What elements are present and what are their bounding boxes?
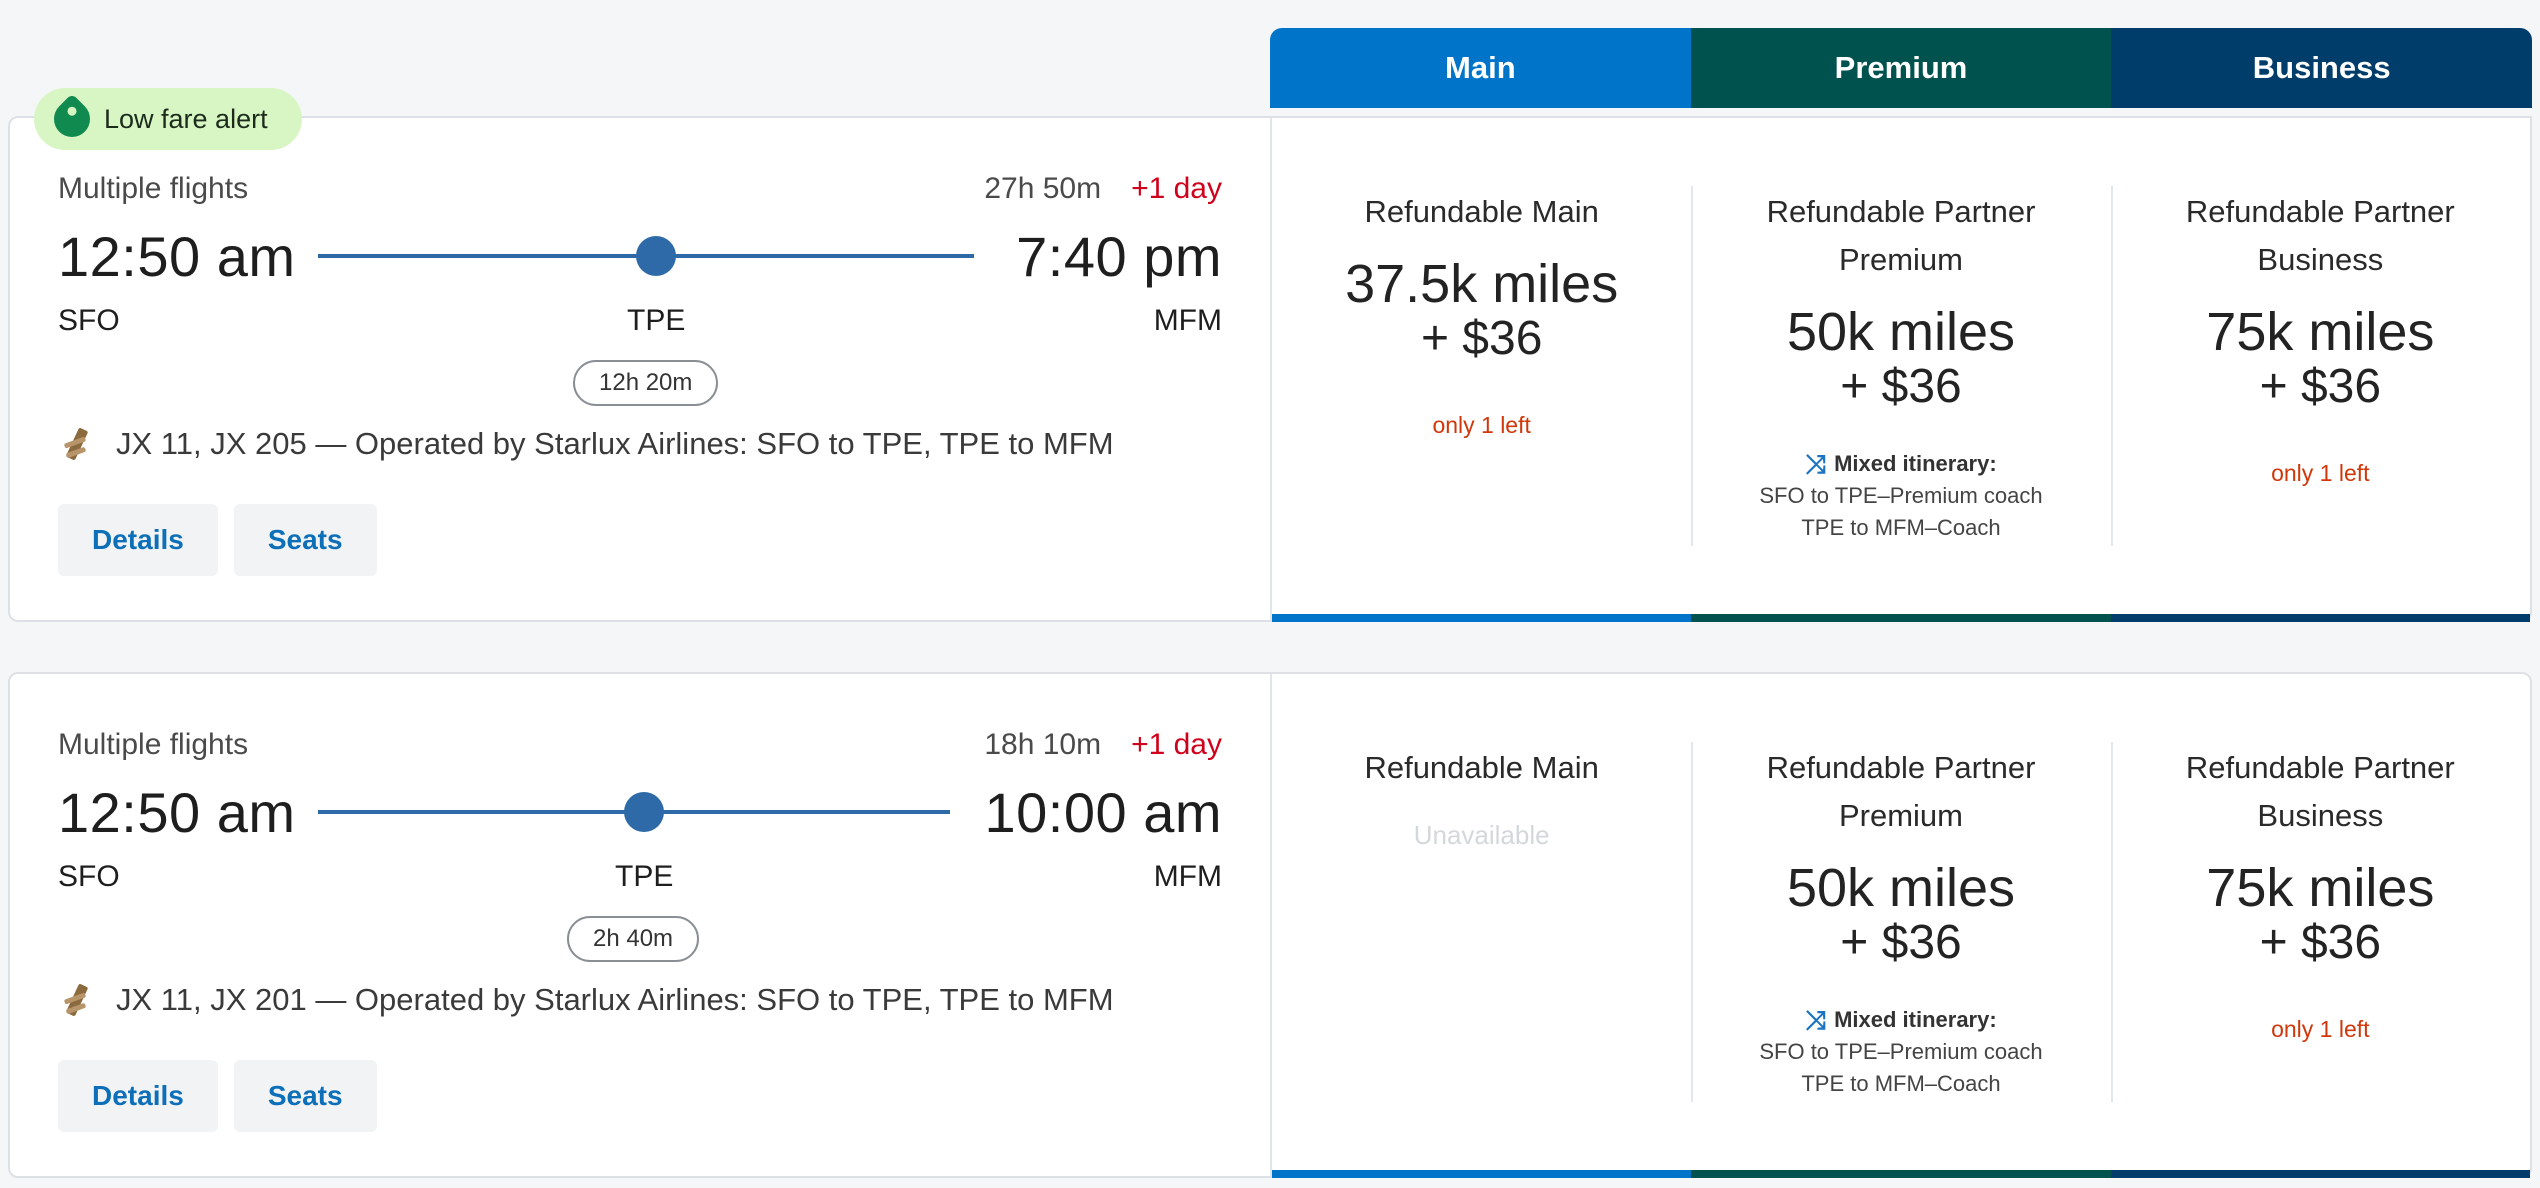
origin-airport: SFO (58, 304, 120, 337)
operated-text: JX 11, JX 201 — Operated by Starlux Airl… (116, 982, 1114, 1017)
fare-options: Refundable Main 37.5k miles + $36 only 1… (1272, 118, 2530, 622)
departure-time: 12:50 am (58, 224, 296, 288)
fare-tax: + $36 (1420, 312, 1543, 365)
fare-business[interactable]: Refundable Partner Business 75k miles + … (2110, 674, 2530, 1176)
fare-tax: + $36 (2259, 916, 2382, 969)
details-button[interactable]: Details (58, 1060, 218, 1132)
fare-business[interactable]: Refundable Partner Business 75k miles + … (2110, 118, 2530, 620)
fare-tax: + $36 (1840, 916, 1962, 969)
arrival-time: 10:00 am (984, 780, 1222, 844)
flight-info: Multiple flights 18h 10m +1 day 12:50 am… (10, 674, 1272, 1176)
stop-airport: TPE (627, 304, 686, 337)
fare-premium[interactable]: Refundable Partner Premium 50k miles + $… (1691, 118, 2110, 620)
layover-duration: 2h 40m (567, 916, 700, 962)
fare-color-bars (1272, 614, 2530, 622)
flight-info: Multiple flights 27h 50m +1 day 12:50 am… (10, 118, 1272, 620)
layover-duration: 12h 20m (573, 360, 719, 406)
mixed-itinerary: ⤨ Mixed itinerary: SFO to TPE–Premium co… (1759, 1004, 2042, 1100)
fare-miles: 50k miles (1786, 858, 2016, 918)
mixed-itinerary-line: SFO to TPE–Premium coach (1759, 483, 2043, 508)
fare-main: Refundable Main Unavailable (1272, 674, 1691, 1176)
details-button[interactable]: Details (58, 504, 218, 576)
operated-by: JX 11, JX 205 — Operated by Starlux Airl… (58, 424, 1114, 464)
operated-text: JX 11, JX 205 — Operated by Starlux Airl… (116, 426, 1114, 461)
seats-button[interactable]: Seats (233, 1060, 377, 1132)
mixed-itinerary-line: TPE to MFM–Coach (1801, 1071, 2001, 1096)
total-duration: 27h 50m (984, 172, 1102, 205)
mixed-itinerary-label: Mixed itinerary: (1834, 451, 1997, 476)
fare-title: Refundable Main (1364, 194, 1599, 229)
fare-tax: + $36 (2259, 360, 2382, 413)
total-duration: 18h 10m (984, 728, 1102, 761)
mixed-itinerary: ⤨ Mixed itinerary: SFO to TPE–Premium co… (1759, 448, 2042, 544)
seats-button[interactable]: Seats (233, 504, 377, 576)
seats-left: only 1 left (2271, 460, 2370, 486)
fare-miles: 75k miles (2206, 858, 2435, 918)
fare-miles: 37.5k miles (1345, 254, 1619, 314)
fare-options: Refundable Main Unavailable Refundable P… (1272, 674, 2530, 1178)
low-fare-alert-badge: Low fare alert (34, 88, 302, 150)
departure-time: 12:50 am (58, 780, 296, 844)
fare-title: Refundable Partner Premium (1766, 750, 2036, 833)
stop-dot (624, 792, 664, 832)
fare-premium[interactable]: Refundable Partner Premium 50k miles + $… (1691, 674, 2110, 1176)
cabin-tab-premium[interactable]: Premium (1690, 28, 2112, 108)
fare-tax: + $36 (1840, 360, 1962, 413)
fare-title: Refundable Partner Business (2185, 194, 2455, 277)
operated-by: JX 11, JX 201 — Operated by Starlux Airl… (58, 980, 1114, 1020)
fare-color-bars (1272, 1170, 2530, 1178)
stop-dot (636, 236, 676, 276)
flight-type: Multiple flights (58, 172, 249, 205)
plus-day-indicator: +1 day (1131, 728, 1222, 761)
flight-card-1: Multiple flights 27h 50m +1 day 12:50 am… (8, 116, 2532, 622)
cabin-tab-main[interactable]: Main (1270, 28, 1691, 108)
low-fare-alert-label: Low fare alert (104, 103, 268, 134)
starlux-logo-icon (58, 424, 98, 464)
seats-left: only 1 left (1432, 412, 1531, 438)
mixed-itinerary-line: TPE to MFM–Coach (1801, 515, 2001, 540)
plus-day-indicator: +1 day (1131, 172, 1222, 205)
fare-title: Refundable Partner Business (2185, 750, 2455, 833)
mixed-itinerary-label: Mixed itinerary: (1834, 1007, 1997, 1032)
origin-airport: SFO (58, 860, 120, 893)
fare-unavailable: Unavailable (1413, 820, 1550, 850)
cabin-tab-business[interactable]: Business (2111, 28, 2532, 108)
arrival-time: 7:40 pm (1016, 224, 1222, 288)
fare-miles: 75k miles (2206, 302, 2435, 362)
starlux-logo-icon (58, 980, 98, 1020)
fare-miles: 50k miles (1786, 302, 2016, 362)
fare-title: Refundable Partner Premium (1766, 194, 2036, 277)
seats-left: only 1 left (2271, 1016, 2370, 1042)
cabin-header: Main Premium Business (1270, 28, 2532, 108)
flight-card-2: Multiple flights 18h 10m +1 day 12:50 am… (8, 672, 2532, 1178)
destination-airport: MFM (1153, 304, 1222, 337)
flight-type: Multiple flights (58, 728, 249, 761)
destination-airport: MFM (1153, 860, 1222, 893)
fare-title: Refundable Main (1364, 750, 1599, 785)
price-tag-icon (46, 93, 98, 145)
stop-airport: TPE (615, 860, 674, 893)
shuffle-icon: ⤨ (1805, 449, 1827, 479)
mixed-itinerary-line: SFO to TPE–Premium coach (1759, 1039, 2043, 1064)
fare-main[interactable]: Refundable Main 37.5k miles + $36 only 1… (1272, 118, 1691, 620)
shuffle-icon: ⤨ (1805, 1005, 1827, 1035)
